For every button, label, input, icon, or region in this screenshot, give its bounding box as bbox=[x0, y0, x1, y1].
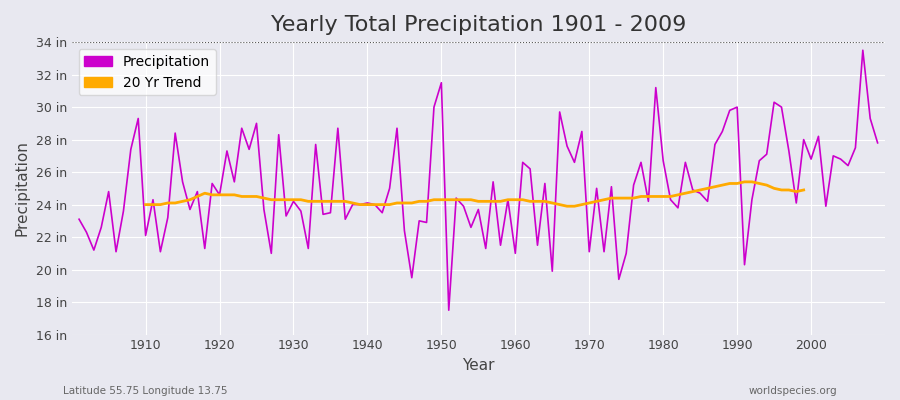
Title: Yearly Total Precipitation 1901 - 2009: Yearly Total Precipitation 1901 - 2009 bbox=[271, 15, 686, 35]
X-axis label: Year: Year bbox=[462, 358, 495, 373]
Text: Latitude 55.75 Longitude 13.75: Latitude 55.75 Longitude 13.75 bbox=[63, 386, 228, 396]
Y-axis label: Precipitation: Precipitation bbox=[15, 140, 30, 236]
Text: worldspecies.org: worldspecies.org bbox=[749, 386, 837, 396]
Legend: Precipitation, 20 Yr Trend: Precipitation, 20 Yr Trend bbox=[78, 49, 216, 95]
